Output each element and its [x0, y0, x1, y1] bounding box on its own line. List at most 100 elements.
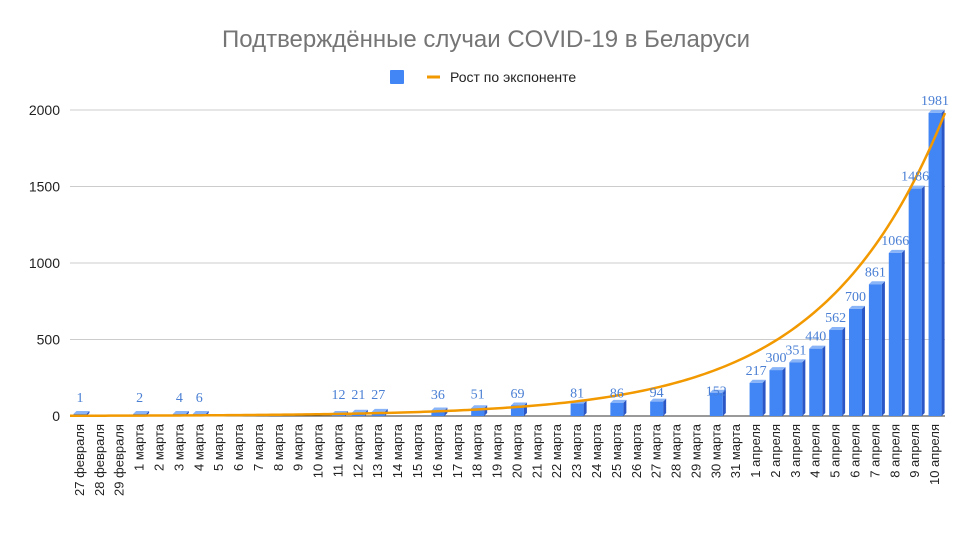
x-tick-label: 29 февраля: [112, 424, 127, 496]
x-tick-label: 16 марта: [430, 423, 445, 478]
x-tick-label: 22 марта: [549, 423, 564, 478]
x-tick-label: 20 марта: [509, 423, 524, 478]
data-label: 300: [765, 351, 786, 366]
x-tick-label: 27 марта: [649, 423, 664, 478]
bar-front: [868, 284, 882, 416]
x-tick-label: 27 февраля: [72, 424, 87, 496]
x-tick-label: 24 марта: [589, 423, 604, 478]
bar-front: [749, 382, 763, 416]
data-label: 4: [176, 391, 183, 406]
bar-top: [192, 411, 209, 414]
bar-top: [789, 359, 806, 363]
x-tick-label: 3 марта: [171, 423, 186, 471]
bar-top: [650, 398, 667, 402]
bar-side: [722, 389, 726, 416]
data-label: 6: [196, 391, 203, 406]
bar-top: [769, 367, 786, 371]
bar-front: [769, 370, 783, 416]
bar: [510, 402, 527, 416]
bar: [749, 379, 766, 416]
bar-side: [881, 281, 885, 416]
x-tick-label: 10 апреля: [927, 424, 942, 485]
bar: [610, 399, 627, 416]
x-tick-label: 7 марта: [251, 423, 266, 471]
legend-bar-swatch: [390, 70, 404, 84]
data-label: 21: [351, 388, 365, 403]
bar-top: [749, 379, 766, 383]
bar-top: [73, 411, 90, 414]
x-tick-label: 2 апреля: [768, 424, 783, 478]
bar-top: [928, 109, 945, 113]
y-tick-label: 1500: [29, 179, 60, 195]
bar-front: [908, 188, 922, 416]
bars: [73, 109, 945, 417]
data-label: 1981: [921, 94, 949, 109]
data-label: 217: [746, 364, 767, 379]
bar-side: [583, 400, 587, 416]
y-tick-label: 2000: [29, 102, 60, 118]
x-tick-label: 28 марта: [669, 423, 684, 478]
bar: [709, 389, 726, 416]
bar-side: [941, 109, 945, 417]
bar-top: [829, 327, 846, 331]
bar-front: [809, 348, 823, 416]
bar-front: [610, 402, 624, 416]
bar-side: [842, 327, 846, 416]
bar-top: [351, 409, 368, 413]
bar-side: [663, 398, 667, 416]
data-label: 861: [865, 265, 886, 280]
bar: [650, 398, 667, 416]
x-tick-label: 21 марта: [529, 423, 544, 478]
x-tick-label: 31 марта: [728, 423, 743, 478]
bar-side: [862, 305, 866, 416]
x-tick-label: 10 марта: [311, 423, 326, 478]
bar-top: [868, 281, 885, 285]
data-label: 94: [650, 386, 664, 401]
trendline: [69, 112, 947, 418]
data-label: 700: [845, 290, 866, 305]
bar-front: [431, 410, 445, 416]
x-tick-label: 3 апреля: [788, 424, 803, 478]
bar: [809, 345, 826, 416]
data-label: 1066: [881, 234, 909, 249]
x-tick-label: 14 марта: [390, 423, 405, 478]
bar: [829, 327, 846, 416]
x-tick-label: 6 марта: [231, 423, 246, 471]
x-tick-label: 2 марта: [151, 423, 166, 471]
x-tick-label: 4 апреля: [808, 424, 823, 478]
x-tick-label: 28 февраля: [92, 424, 107, 496]
bar-side: [901, 249, 905, 416]
bar-top: [849, 305, 866, 309]
x-tick-label: 1 марта: [132, 423, 147, 471]
x-tick-label: 11 марта: [330, 423, 345, 477]
x-tick-label: 9 апреля: [907, 424, 922, 478]
bar: [769, 367, 786, 416]
bar-front: [928, 112, 942, 417]
x-tick-label: 4 марта: [191, 423, 206, 471]
x-tick-label: 17 марта: [450, 423, 465, 478]
bar-front: [709, 392, 723, 416]
data-label: 86: [610, 386, 624, 401]
bar-top: [172, 411, 189, 414]
data-label: 51: [471, 387, 485, 402]
bar: [908, 185, 925, 416]
x-tick-label: 15 марта: [410, 423, 425, 478]
bar: [888, 249, 905, 416]
trendline-group: [69, 112, 947, 418]
bar-side: [822, 345, 826, 416]
bar-front: [570, 403, 584, 416]
bar-side: [762, 379, 766, 416]
bar-front: [829, 330, 843, 416]
data-label: 27: [371, 388, 385, 403]
bar-front: [888, 252, 902, 416]
bar-top: [431, 407, 448, 411]
bar-top: [471, 405, 488, 409]
x-tick-label: 23 марта: [569, 423, 584, 478]
bar-top: [888, 249, 905, 253]
bar-top: [809, 345, 826, 349]
data-label: 562: [825, 311, 846, 326]
x-tick-label: 1 апреля: [748, 424, 763, 478]
bar-top: [371, 408, 388, 412]
bar-top: [133, 411, 150, 414]
x-tick-label: 8 апреля: [887, 424, 902, 478]
